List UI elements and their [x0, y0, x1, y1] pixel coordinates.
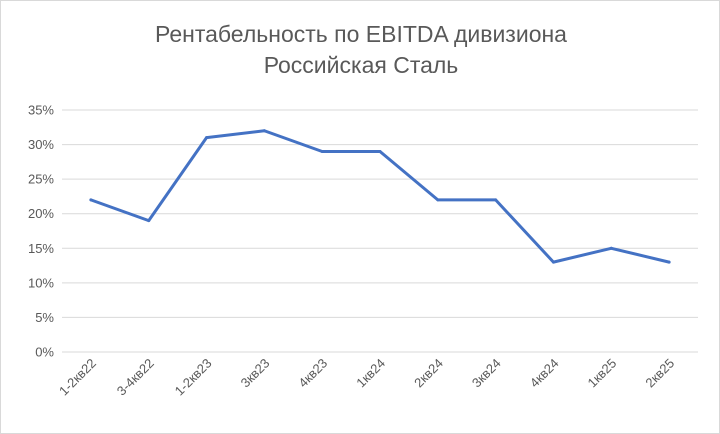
data-point	[667, 260, 671, 264]
x-tick-label: 1-2кв22	[56, 356, 99, 399]
data-point	[378, 149, 382, 153]
data-point	[147, 219, 151, 223]
x-tick-label: 3-4кв22	[114, 356, 157, 399]
x-axis: 1-2кв22 3-4кв22 1-2кв23 3кв23 4кв23 1кв24 2кв2…	[56, 356, 677, 399]
chart-title-line-1: Рентабельность по EBITDA дивизиона	[155, 21, 567, 47]
x-tick-label: 2кв24	[411, 356, 446, 391]
y-tick-label: 0%	[35, 345, 54, 360]
gridlines	[62, 109, 698, 353]
y-tick-label: 20%	[28, 206, 54, 221]
x-tick-label: 1-2кв23	[172, 356, 215, 399]
y-tick-label: 5%	[35, 310, 54, 325]
y-tick-label: 30%	[28, 137, 54, 152]
x-tick-label: 1кв24	[353, 356, 388, 391]
x-tick-label: 2кв25	[642, 356, 677, 391]
y-tick-label: 10%	[28, 275, 54, 290]
data-point	[89, 198, 93, 202]
y-axis: 0% 5% 10% 15% 20% 25% 30% 35%	[28, 103, 54, 360]
data-point	[609, 246, 613, 250]
x-tick-label: 4кв23	[295, 356, 330, 391]
series-layer	[89, 129, 671, 264]
x-tick-label: 4кв24	[527, 356, 562, 391]
data-point	[494, 198, 498, 202]
x-tick-label: 3кв23	[238, 356, 273, 391]
data-point	[205, 136, 209, 140]
y-tick-label: 25%	[28, 172, 54, 187]
chart-title-line-2: Российская Сталь	[263, 52, 459, 78]
x-tick-label: 3кв24	[469, 356, 504, 391]
data-point	[320, 149, 324, 153]
y-tick-label: 15%	[28, 241, 54, 256]
y-tick-label: 35%	[28, 103, 54, 118]
data-point	[436, 198, 440, 202]
chart-title: Рентабельность по EBITDA дивизиона Росси…	[1, 19, 720, 81]
data-point	[551, 260, 555, 264]
data-point	[262, 129, 266, 133]
x-tick-label: 1кв25	[585, 356, 620, 391]
